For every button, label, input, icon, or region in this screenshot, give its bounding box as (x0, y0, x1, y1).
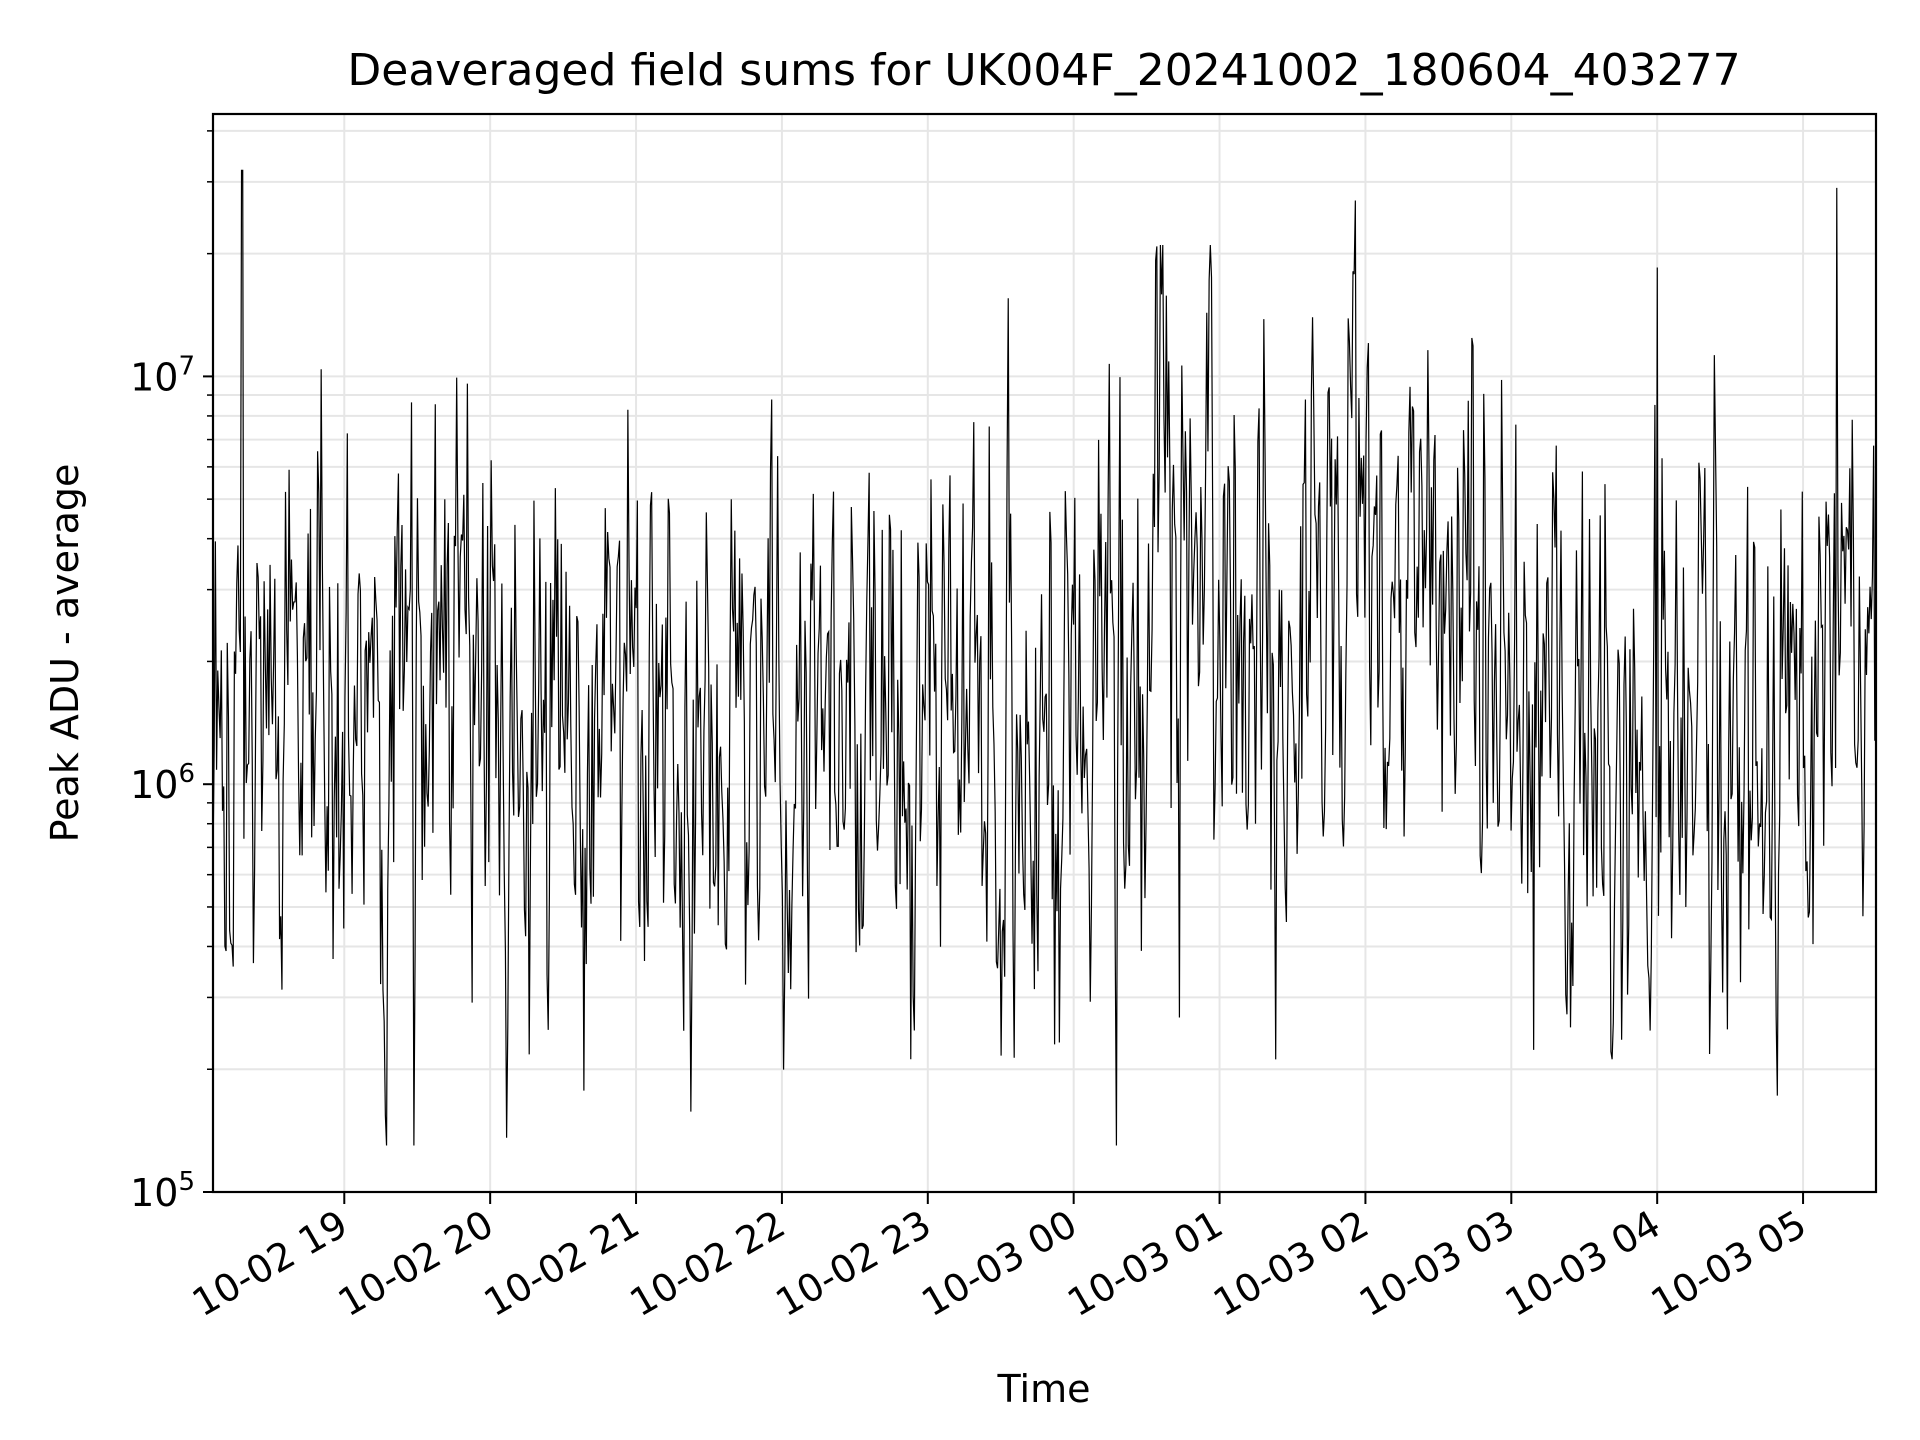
y-axis: 105 106 107 (130, 130, 213, 1215)
y-axis-label: Peak ADU - average (43, 464, 87, 843)
x-axis-label: Time (997, 1367, 1091, 1411)
chart-title: Deaveraged field sums for UK004F_2024100… (347, 45, 1740, 96)
y-tick-label: 107 (130, 351, 195, 399)
plot-area (212, 169, 1877, 1146)
y-tick-label: 105 (130, 1167, 195, 1215)
series-line (212, 169, 1877, 1146)
plot-frame (211, 112, 1878, 1194)
y-tick-label: 106 (130, 759, 195, 807)
